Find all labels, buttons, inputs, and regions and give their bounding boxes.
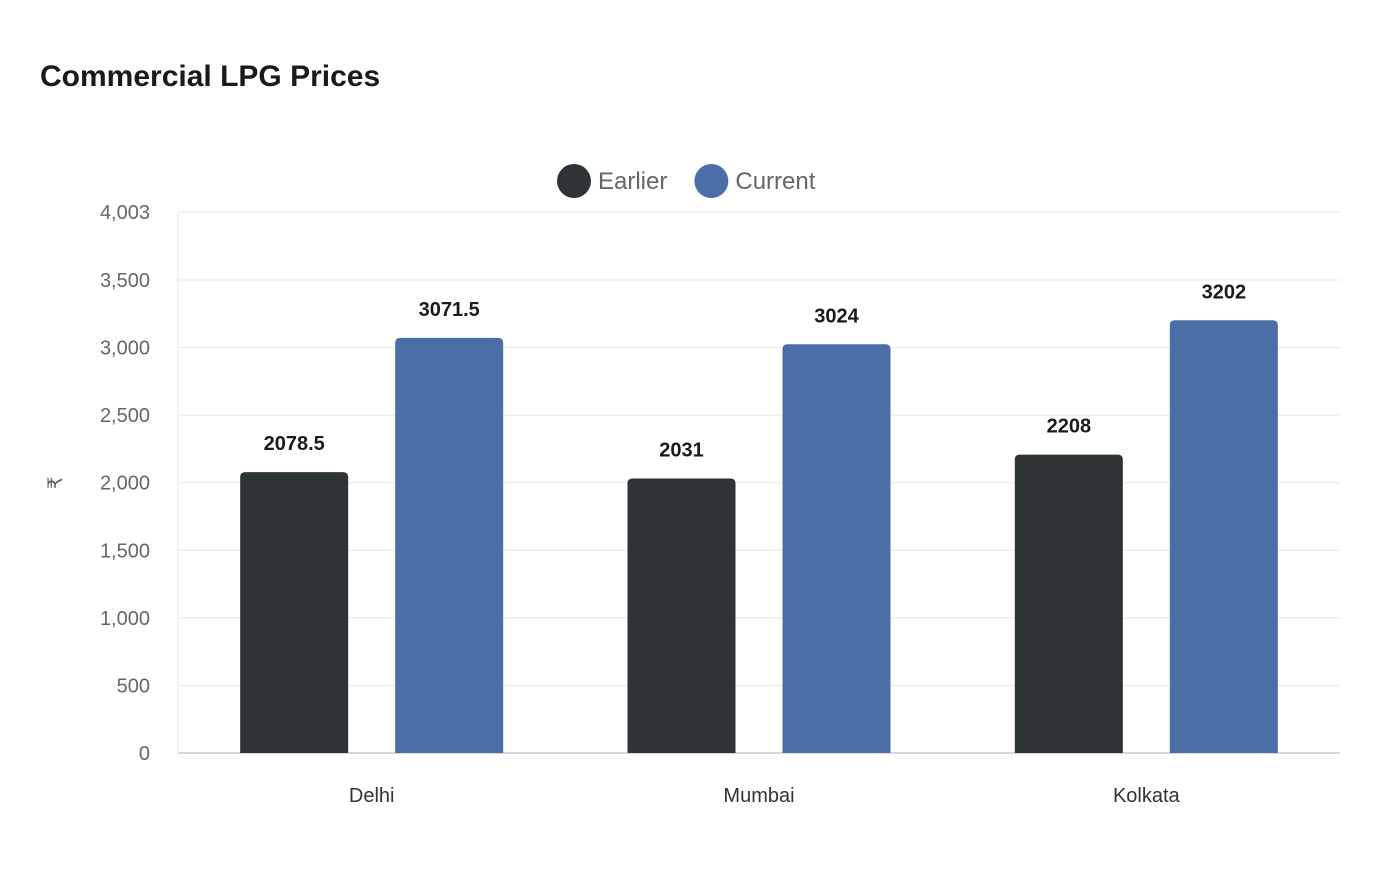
y-tick-label: 0 (139, 743, 150, 765)
bar (627, 478, 736, 753)
y-axis-label: ₹ (45, 476, 67, 489)
x-tick-label: Kolkata (1113, 785, 1181, 807)
bar (395, 337, 504, 753)
y-tick-label: 2,500 (100, 405, 150, 427)
legend-marker (694, 164, 729, 198)
data-label: 3071.5 (419, 299, 480, 321)
bars (240, 320, 1278, 753)
y-axis: 0 500 1,000 1,500 2,000 2,500 3,000 3,500 4,003 ₹ (45, 202, 150, 765)
data-label: 2078.5 (264, 433, 325, 455)
data-label: 3202 (1202, 281, 1247, 303)
x-axis: Delhi Mumbai Kolkata (349, 785, 1181, 807)
y-tick-label: 2,000 (100, 473, 150, 495)
y-tick-label: 4,003 (100, 202, 150, 224)
y-tick-label: 1,000 (100, 608, 150, 630)
chart-title: Commercial LPG Prices (40, 60, 381, 93)
grid-lines (177, 211, 1340, 754)
bar (240, 472, 349, 753)
data-labels: 2078.5 3071.5 2031 3024 2208 3202 (264, 281, 1247, 461)
legend: Earlier Current (557, 164, 816, 198)
legend-marker (557, 164, 591, 198)
bar (782, 344, 891, 753)
legend-label: Earlier (598, 168, 667, 195)
x-tick-label: Mumbai (723, 785, 794, 807)
y-tick-label: 3,000 (100, 338, 150, 360)
legend-label: Current (735, 168, 815, 195)
data-label: 2208 (1047, 416, 1092, 438)
bar (1014, 454, 1123, 753)
bar (1169, 320, 1278, 753)
y-tick-label: 1,500 (100, 540, 150, 562)
y-tick-label: 500 (117, 675, 150, 697)
data-label: 2031 (659, 440, 704, 462)
y-tick-label: 3,500 (100, 270, 150, 292)
x-tick-label: Delhi (349, 785, 395, 807)
data-label: 3024 (814, 305, 859, 327)
